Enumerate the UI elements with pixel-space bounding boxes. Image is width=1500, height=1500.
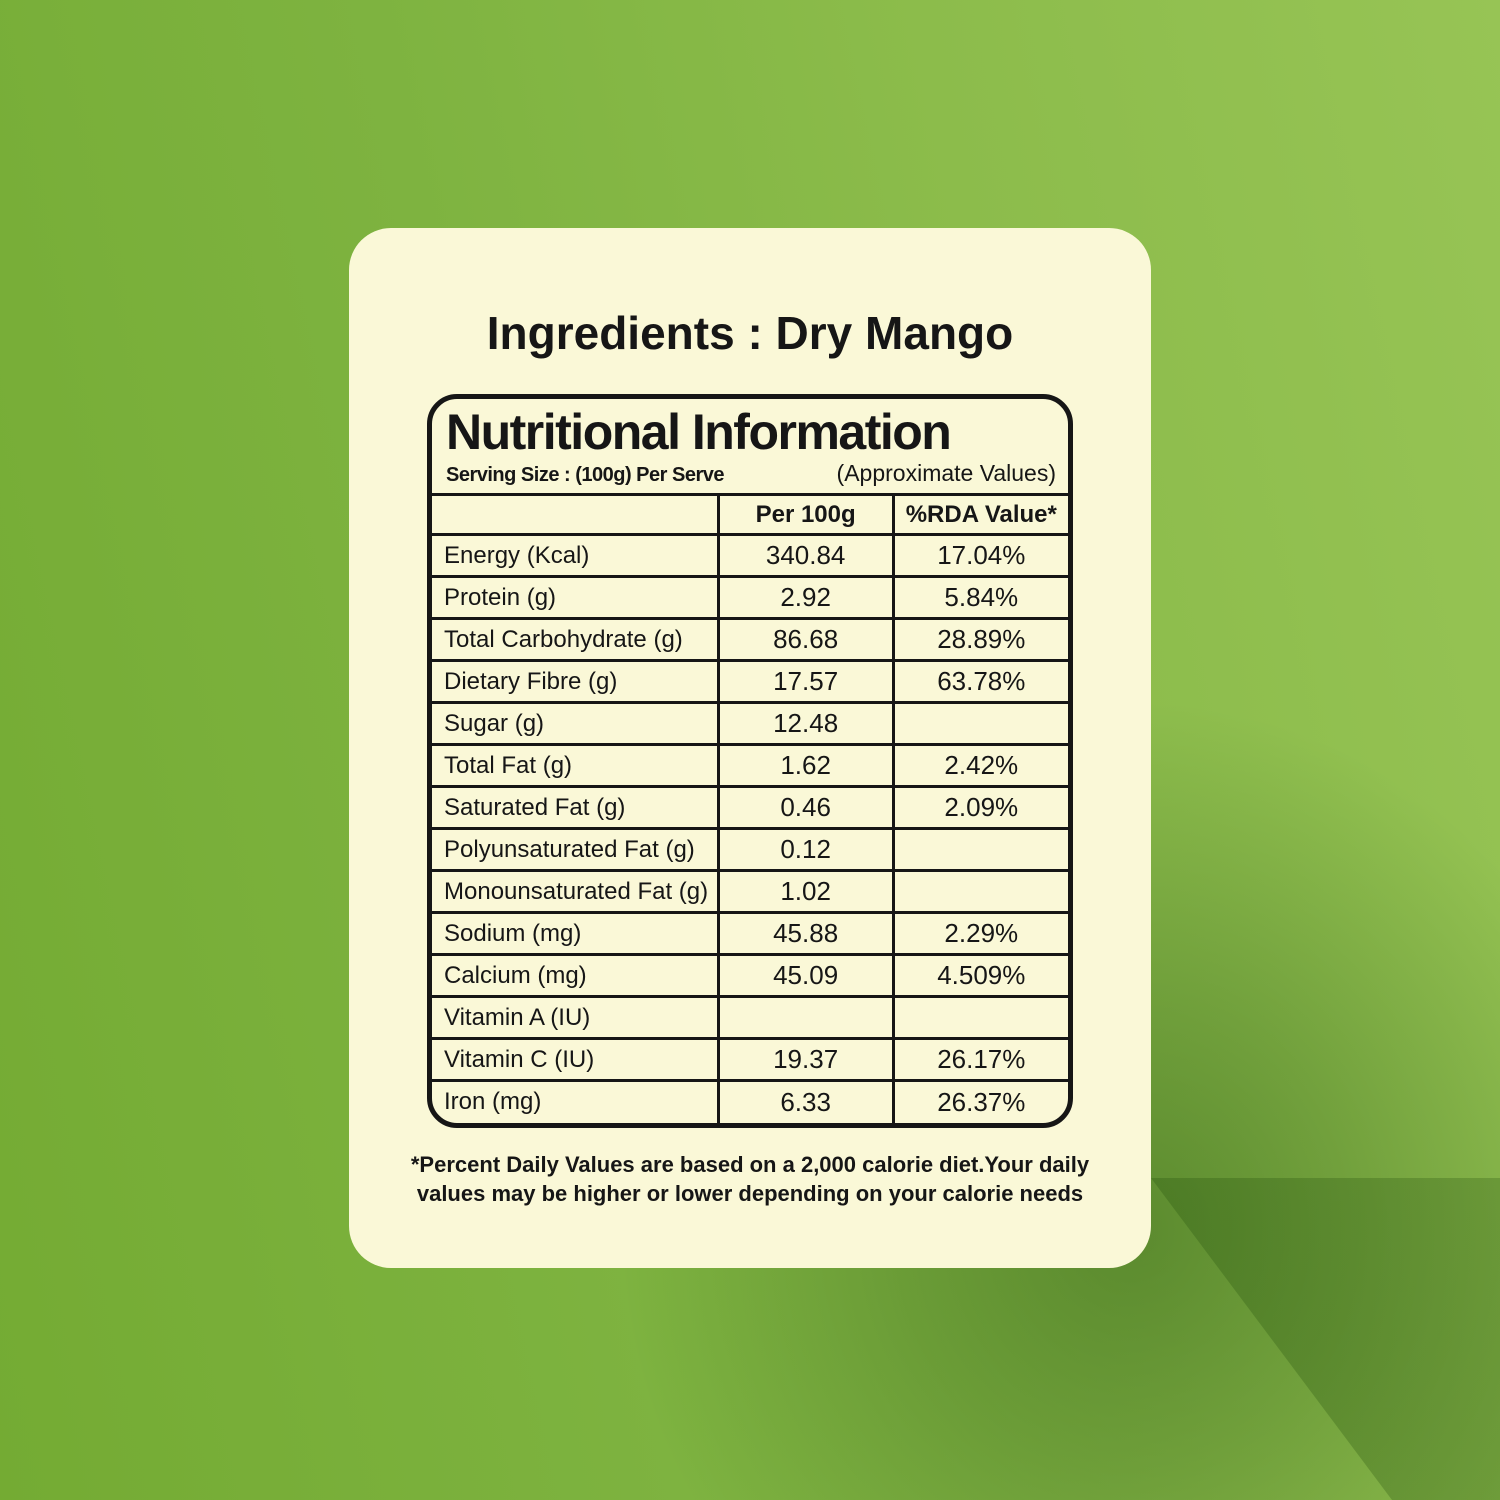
table-row: Polyunsaturated Fat (g) 0.12 [432,827,1068,872]
nutrient-name-cell: Protein (g) [432,575,720,620]
per-100g-cell: 86.68 [716,617,895,662]
nutrient-name-cell: Dietary Fibre (g) [432,659,720,704]
per-100g-cell: 0.12 [716,827,895,872]
nutrient-name-cell: Vitamin A (IU) [432,995,720,1040]
nutrition-table: Per 100g %RDA Value* Energy (Kcal) 340.8… [432,493,1068,1123]
table-row: Energy (Kcal) 340.84 17.04% [432,533,1068,578]
nutrient-name-cell: Polyunsaturated Fat (g) [432,827,720,872]
rda-value-cell [891,701,1068,746]
per-100g-column-header: Per 100g [716,493,895,536]
rda-value-cell: 2.42% [891,743,1068,788]
table-row: Vitamin C (IU) 19.37 26.17% [432,1037,1068,1082]
table-row: Total Carbohydrate (g) 86.68 28.89% [432,617,1068,662]
rda-value-cell [891,827,1068,872]
rda-value-cell: 4.509% [891,953,1068,998]
panel-subheader: Serving Size : (100g) Per Serve (Approxi… [446,460,1056,487]
nutrient-name-cell: Calcium (mg) [432,953,720,998]
per-100g-cell: 1.62 [716,743,895,788]
nutrient-name-cell: Total Fat (g) [432,743,720,788]
table-row: Sugar (g) 12.48 [432,701,1068,746]
nutrient-name-cell: Total Carbohydrate (g) [432,617,720,662]
nutrient-name-cell: Monounsaturated Fat (g) [432,869,720,914]
per-100g-cell: 45.88 [716,911,895,956]
rda-value-cell: 26.17% [891,1037,1068,1082]
panel-title: Nutritional Information [446,404,952,460]
rda-value-cell: 5.84% [891,575,1068,620]
table-row: Calcium (mg) 45.09 4.509% [432,953,1068,998]
table-row: Protein (g) 2.92 5.84% [432,575,1068,620]
table-row: Total Fat (g) 1.62 2.42% [432,743,1068,788]
rda-value-cell [891,869,1068,914]
table-row: Monounsaturated Fat (g) 1.02 [432,869,1068,914]
ingredients-title: Ingredients : Dry Mango [486,307,1014,359]
table-header-row: Per 100g %RDA Value* [432,493,1068,536]
approximate-values-text: (Approximate Values) [836,460,1056,486]
rda-column-header: %RDA Value* [891,493,1068,536]
nutrient-name-cell: Energy (Kcal) [432,533,720,578]
per-100g-cell: 1.02 [716,869,895,914]
per-100g-cell: 340.84 [716,533,895,578]
nutrient-name-cell: Sodium (mg) [432,911,720,956]
rda-value-cell: 2.29% [891,911,1068,956]
nutritional-information-panel: Nutritional Information Serving Size : (… [427,394,1073,1128]
nutrient-name-cell: Sugar (g) [432,701,720,746]
daily-values-footnote: *Percent Daily Values are based on a 2,0… [349,1150,1151,1209]
nutrient-name-cell: Vitamin C (IU) [432,1037,720,1082]
per-100g-cell: 12.48 [716,701,895,746]
table-row: Sodium (mg) 45.88 2.29% [432,911,1068,956]
footnote-line-1: *Percent Daily Values are based on a 2,0… [410,1151,1090,1177]
rda-value-cell [891,995,1068,1040]
serving-size-text: Serving Size : (100g) Per Serve [446,464,724,486]
rda-value-cell: 17.04% [891,533,1068,578]
rda-value-cell: 26.37% [891,1079,1068,1123]
per-100g-cell: 19.37 [716,1037,895,1082]
table-row: Vitamin A (IU) [432,995,1068,1040]
table-row: Iron (mg) 6.33 26.37% [432,1079,1068,1123]
per-100g-cell: 0.46 [716,785,895,830]
per-100g-cell: 2.92 [716,575,895,620]
per-100g-cell [716,995,895,1040]
per-100g-cell: 6.33 [716,1079,895,1123]
nutrient-name-cell: Saturated Fat (g) [432,785,720,830]
table-row: Dietary Fibre (g) 17.57 63.78% [432,659,1068,704]
nutrient-column-header [432,493,720,536]
table-row: Saturated Fat (g) 0.46 2.09% [432,785,1068,830]
nutrition-label-card: Ingredients : Dry Mango Nutritional Info… [349,228,1151,1268]
panel-header: Nutritional Information Serving Size : (… [432,399,1068,493]
per-100g-cell: 45.09 [716,953,895,998]
rda-value-cell: 28.89% [891,617,1068,662]
nutrient-name-cell: Iron (mg) [432,1079,720,1123]
footnote-line-2: values may be higher or lower depending … [416,1181,1084,1207]
rda-value-cell: 2.09% [891,785,1068,830]
per-100g-cell: 17.57 [716,659,895,704]
rda-value-cell: 63.78% [891,659,1068,704]
